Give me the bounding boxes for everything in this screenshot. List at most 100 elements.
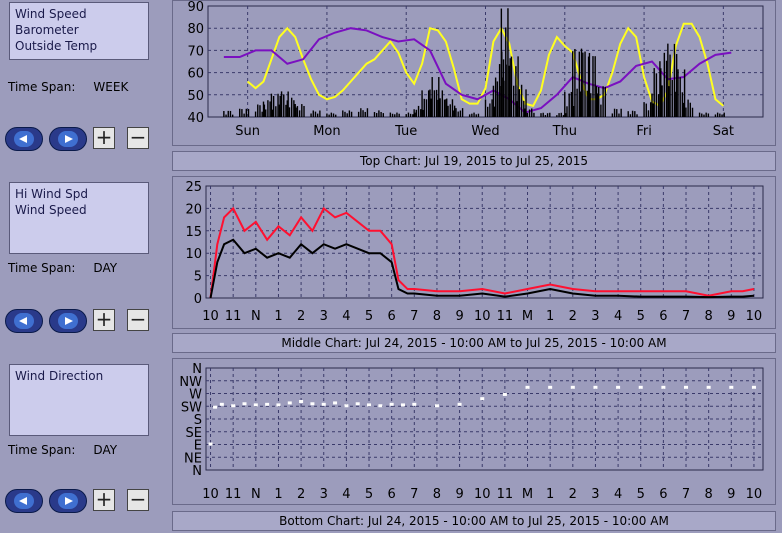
y-tick-label: 70 <box>187 44 204 59</box>
x-tick-label: 4 <box>342 309 350 324</box>
y-tick-label: 5 <box>194 270 202 285</box>
list-item[interactable]: Wind Speed <box>15 203 87 217</box>
list-item[interactable]: Wind Direction <box>15 369 104 383</box>
time-span-row: Time Span: DAY <box>8 443 117 457</box>
x-tick-label: 10 <box>474 309 491 324</box>
y-tick-label: SE <box>186 426 202 441</box>
y-tick-label: 20 <box>185 202 202 217</box>
zoom-in-button[interactable]: + <box>93 127 115 149</box>
right-arrow-icon <box>58 493 78 509</box>
x-tick-label: 1 <box>274 487 282 502</box>
wind-direction-point <box>389 402 394 406</box>
wind-direction-point <box>684 385 689 389</box>
middle-chart-caption: Middle Chart: Jul 24, 2015 - 10:00 AM to… <box>172 333 776 353</box>
zoom-out-button[interactable]: − <box>127 309 149 331</box>
next-button[interactable] <box>49 309 87 333</box>
temperature-series-line <box>246 22 725 108</box>
list-item[interactable]: Barometer <box>15 23 79 37</box>
wind-direction-point <box>321 402 326 406</box>
x-tick-label: N <box>251 487 261 502</box>
y-tick-label: N <box>192 464 202 479</box>
bottom-chart-panel: N NE E SE S SW W NW N 10 11 N 1 2 3 4 5 6 7 8 9 10 11 M 1 2 3 4 5 6 7 8… <box>172 358 776 505</box>
x-tick-label: M <box>522 309 533 324</box>
previous-button[interactable] <box>5 127 43 151</box>
next-button[interactable] <box>49 489 87 513</box>
wind-direction-point <box>378 404 383 408</box>
time-span-label: Time Span: <box>8 80 76 94</box>
y-tick-label: E <box>194 439 202 454</box>
x-tick-label: 11 <box>497 487 514 502</box>
x-tick-label: 7 <box>410 309 418 324</box>
x-tick-label: M <box>522 487 533 502</box>
x-tick-label: 5 <box>637 487 645 502</box>
x-tick-label: Fri <box>636 124 652 139</box>
x-tick-label: 6 <box>659 309 667 324</box>
wind-direction-point <box>219 402 224 406</box>
wind-direction-point <box>616 385 621 389</box>
x-tick-label: 2 <box>297 487 305 502</box>
wind-direction-point <box>287 401 292 405</box>
x-tick-label: 4 <box>342 487 350 502</box>
time-span-label: Time Span: <box>8 261 76 275</box>
wind-direction-point <box>751 385 756 389</box>
x-tick-label: 1 <box>546 309 554 324</box>
bottom-control-panel: Wind Direction Time Span: DAY + − <box>0 362 166 533</box>
y-tick-label: NW <box>179 375 202 390</box>
wind-direction-point <box>355 402 360 406</box>
bottom-chart-caption: Bottom Chart: Jul 24, 2015 - 10:00 AM to… <box>172 511 776 531</box>
list-item[interactable]: Wind Speed <box>15 7 87 21</box>
middle-series-list[interactable]: Hi Wind Spd Wind Speed <box>9 182 149 254</box>
barometer-series-line <box>223 27 732 114</box>
x-tick-label: 2 <box>569 309 577 324</box>
middle-control-panel: Hi Wind Spd Wind Speed Time Span: DAY + − <box>0 180 166 355</box>
top-series-list[interactable]: Wind Speed Barometer Outside Temp <box>9 2 149 60</box>
y-tick-label: 0 <box>194 292 202 307</box>
wind-direction-point <box>434 404 439 408</box>
x-tick-label: Tue <box>394 124 417 139</box>
wind-direction-point <box>367 403 372 407</box>
zoom-in-button[interactable]: + <box>93 489 115 511</box>
previous-button[interactable] <box>5 489 43 513</box>
wind-direction-point <box>570 385 575 389</box>
next-button[interactable] <box>49 127 87 151</box>
x-tick-label: 10 <box>202 487 219 502</box>
x-tick-label: 8 <box>433 487 441 502</box>
list-item[interactable]: Hi Wind Spd <box>15 187 88 201</box>
bottom-series-list[interactable]: Wind Direction <box>9 364 149 436</box>
x-tick-label: 3 <box>320 309 328 324</box>
wind-direction-point <box>344 404 349 408</box>
y-tick-label: NE <box>184 451 202 466</box>
y-tick-label: N <box>192 362 202 377</box>
y-tick-label: 80 <box>187 22 204 37</box>
x-tick-label: 11 <box>225 309 242 324</box>
hi_wind-series-line <box>209 206 755 299</box>
x-tick-label: 3 <box>591 487 599 502</box>
x-tick-label: 7 <box>410 487 418 502</box>
zoom-out-button[interactable]: − <box>127 127 149 149</box>
time-span-value: DAY <box>93 443 118 457</box>
top-control-panel: Wind Speed Barometer Outside Temp Time S… <box>0 0 166 175</box>
wind-direction-point <box>638 385 643 389</box>
x-tick-label: 7 <box>682 487 690 502</box>
x-tick-label: Wed <box>471 124 499 139</box>
wind-direction-point <box>253 403 258 407</box>
time-span-value: DAY <box>93 261 118 275</box>
zoom-out-button[interactable]: − <box>127 489 149 511</box>
x-tick-label: Thu <box>552 124 577 139</box>
x-tick-label: 4 <box>614 487 622 502</box>
top-chart: 40 50 60 70 80 90 Sun Mon Tue Wed Thu Fri Sat <box>187 0 764 139</box>
list-item[interactable]: Outside Temp <box>15 39 98 53</box>
x-tick-label: 5 <box>637 309 645 324</box>
time-span-label: Time Span: <box>8 443 76 457</box>
previous-button[interactable] <box>5 309 43 333</box>
right-arrow-icon <box>58 313 78 329</box>
x-tick-label: Mon <box>313 124 340 139</box>
x-tick-label: N <box>251 309 261 324</box>
wind-direction-point <box>231 404 236 408</box>
time-span-row: Time Span: DAY <box>8 261 117 275</box>
zoom-in-button[interactable]: + <box>93 309 115 331</box>
x-tick-label: 9 <box>455 487 463 502</box>
plot-area <box>205 185 764 299</box>
